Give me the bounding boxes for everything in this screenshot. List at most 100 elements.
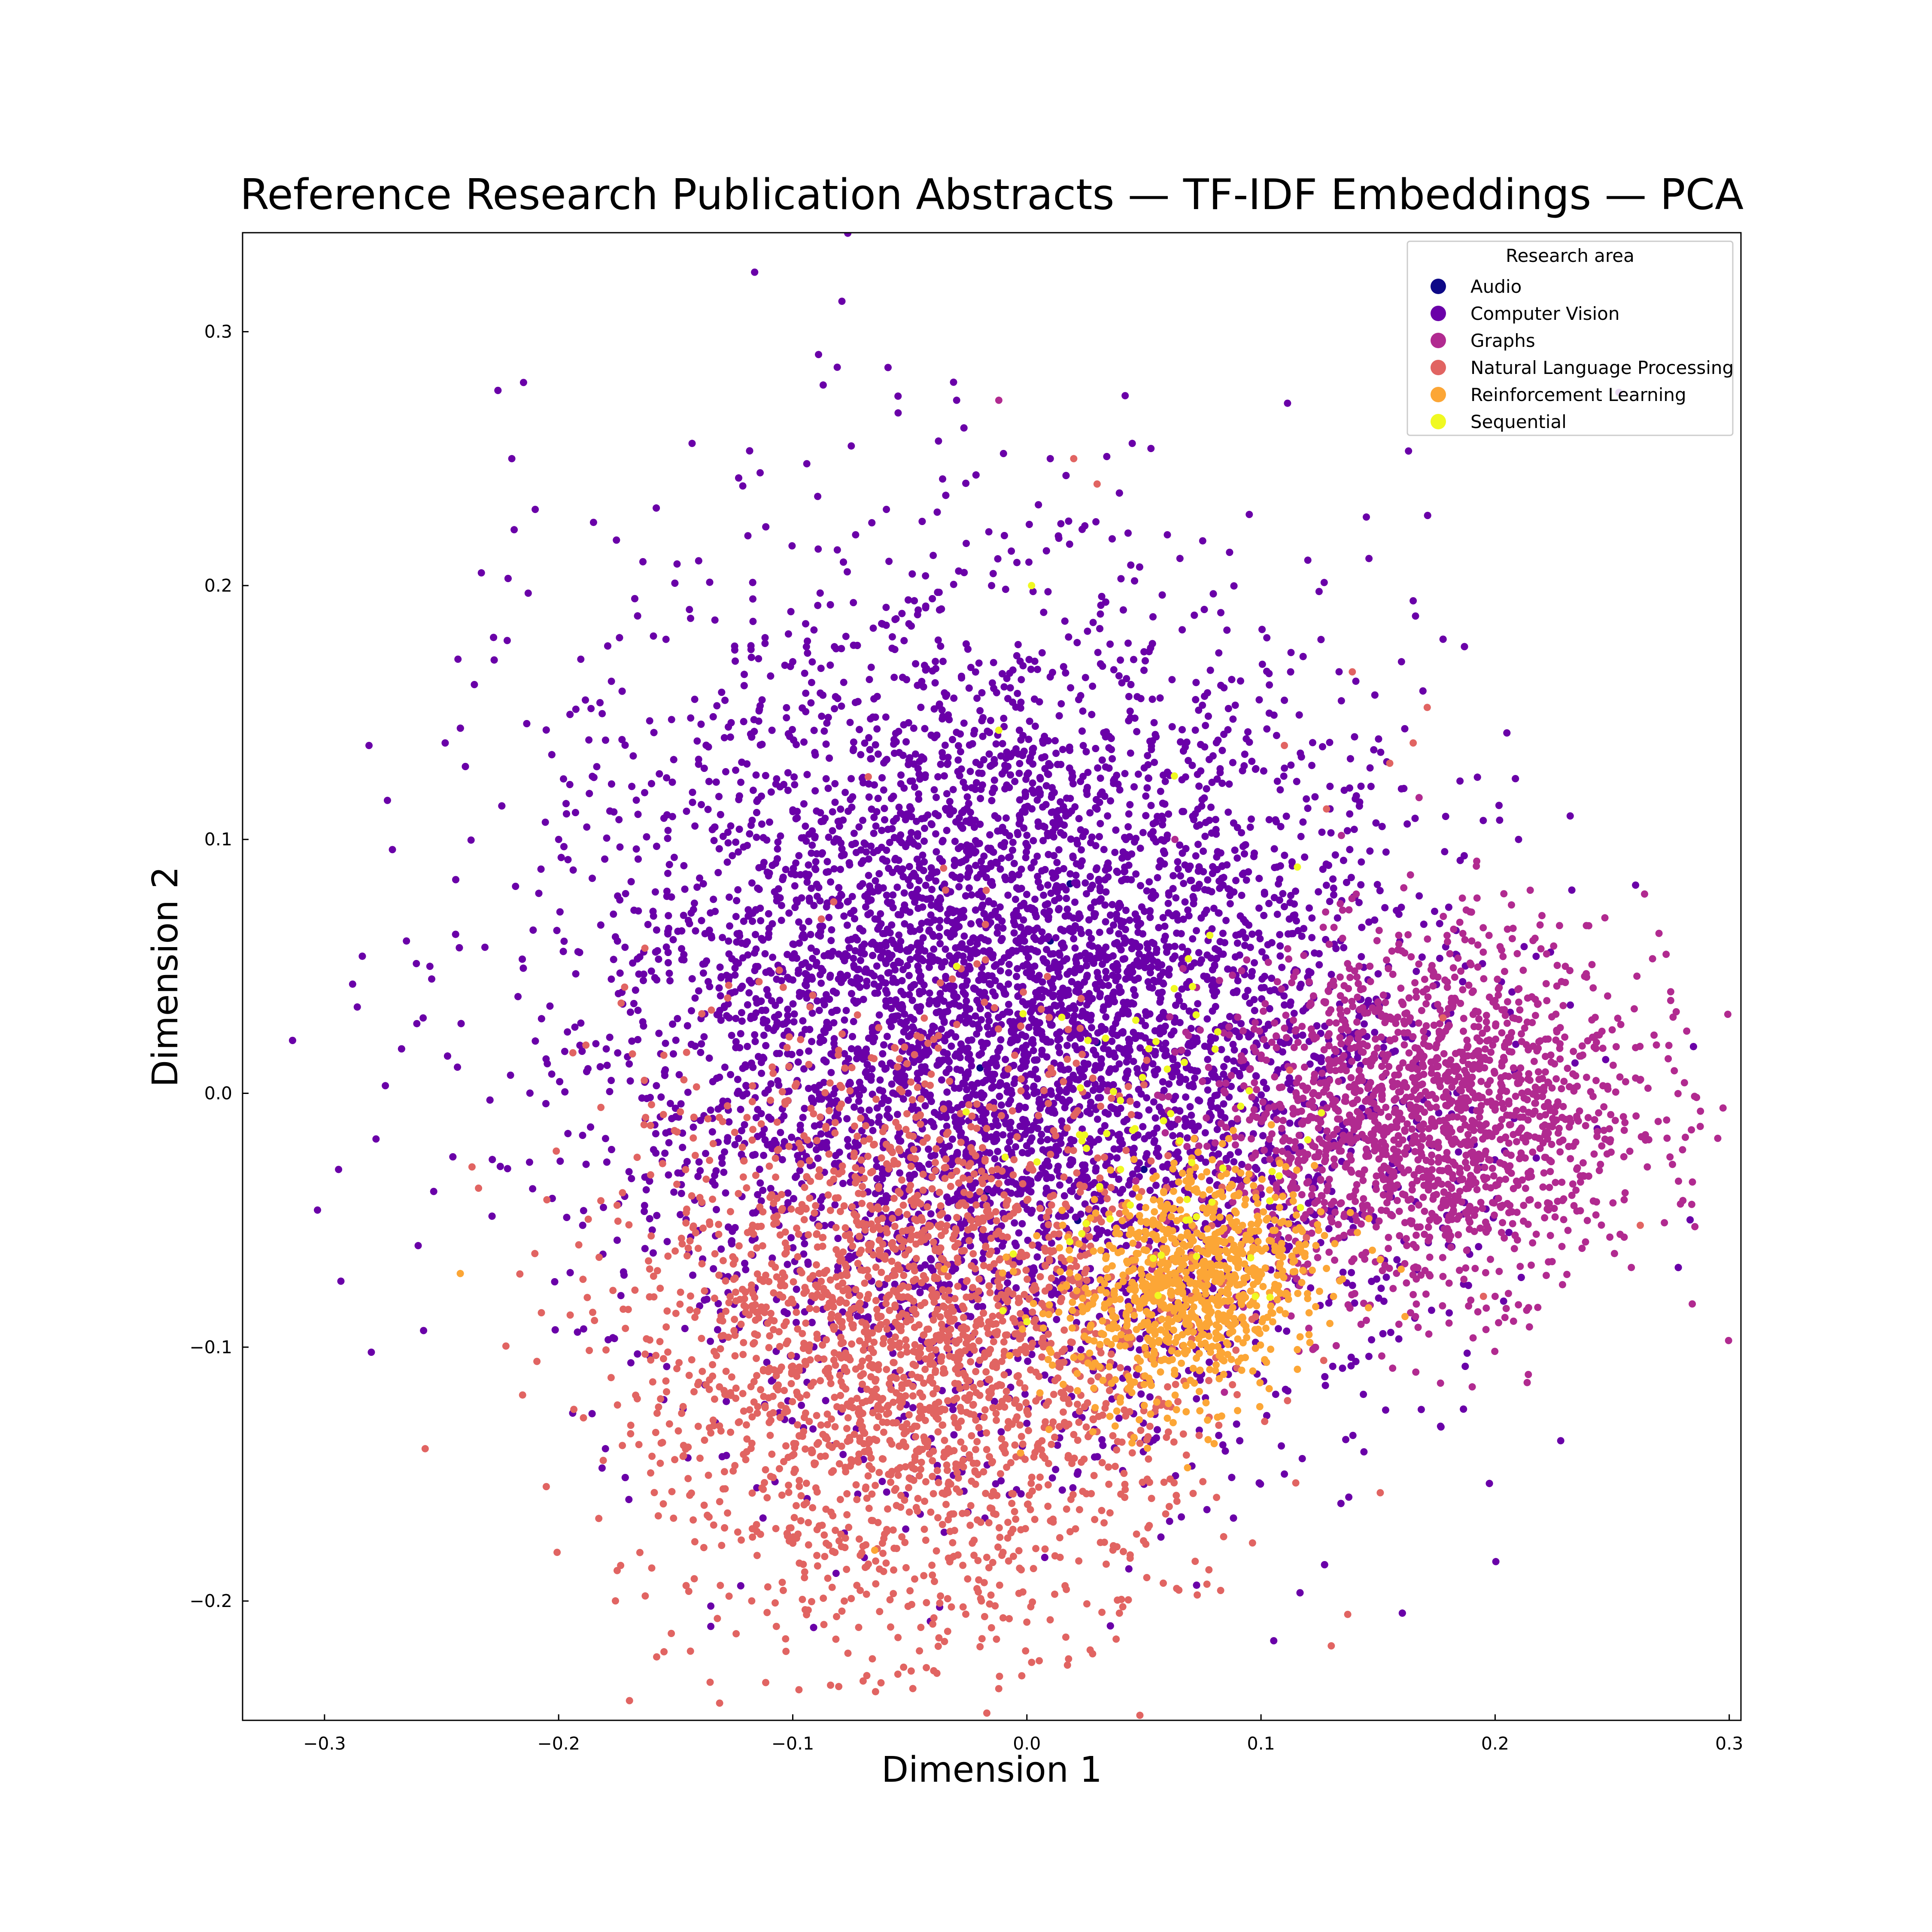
point-computer-vision	[773, 775, 781, 783]
point-computer-vision	[1273, 732, 1280, 739]
point-computer-vision	[626, 1060, 633, 1068]
point-computer-vision	[1189, 935, 1197, 943]
point-computer-vision	[1044, 1136, 1051, 1143]
point-computer-vision	[699, 969, 707, 977]
point-computer-vision	[1125, 1181, 1133, 1189]
point-computer-vision	[972, 786, 979, 793]
point-computer-vision	[1361, 1020, 1368, 1028]
point-computer-vision	[1143, 1094, 1151, 1102]
point-computer-vision	[1193, 1395, 1200, 1403]
point-computer-vision	[1220, 684, 1228, 692]
point-computer-vision	[1066, 1344, 1074, 1352]
point-computer-vision	[560, 937, 568, 945]
point-computer-vision	[1148, 939, 1156, 946]
point-computer-vision	[860, 839, 868, 847]
point-computer-vision	[734, 886, 742, 893]
point-computer-vision	[1016, 760, 1024, 767]
point-computer-vision	[1060, 1192, 1068, 1200]
point-computer-vision	[866, 1106, 873, 1114]
point-computer-vision	[690, 899, 698, 907]
point-computer-vision	[827, 937, 835, 945]
point-computer-vision	[1180, 880, 1188, 887]
point-computer-vision	[1358, 953, 1365, 960]
point-computer-vision	[1078, 846, 1085, 854]
point-computer-vision	[1238, 1160, 1245, 1168]
point-computer-vision	[1110, 666, 1118, 674]
point-computer-vision	[837, 866, 844, 873]
point-computer-vision	[1346, 810, 1354, 818]
point-computer-vision	[814, 545, 822, 553]
point-computer-vision	[507, 1071, 514, 1079]
point-computer-vision	[1111, 848, 1119, 856]
point-computer-vision	[791, 882, 799, 890]
point-computer-vision	[1136, 844, 1144, 852]
point-computer-vision	[602, 1045, 610, 1053]
point-computer-vision	[867, 663, 875, 671]
point-computer-vision	[832, 989, 840, 997]
point-computer-vision	[383, 796, 391, 804]
point-computer-vision	[1094, 1115, 1101, 1123]
point-computer-vision	[855, 823, 863, 831]
point-computer-vision	[1127, 749, 1134, 757]
point-computer-vision	[915, 790, 923, 798]
point-computer-vision	[1184, 1134, 1191, 1142]
point-computer-vision	[1557, 1437, 1564, 1445]
point-computer-vision	[724, 839, 732, 847]
point-computer-vision	[1109, 901, 1116, 908]
point-computer-vision	[1263, 634, 1271, 641]
point-computer-vision	[710, 837, 718, 844]
point-computer-vision	[1201, 1129, 1209, 1136]
point-computer-vision	[1083, 890, 1090, 898]
point-computer-vision	[1100, 846, 1108, 854]
point-computer-vision	[778, 1156, 786, 1163]
point-computer-vision	[541, 818, 549, 826]
point-computer-vision	[663, 1363, 671, 1370]
point-computer-vision	[1051, 737, 1059, 744]
point-computer-vision	[718, 1160, 726, 1167]
point-computer-vision	[968, 1036, 975, 1044]
point-computer-vision	[848, 1045, 855, 1053]
point-computer-vision	[690, 906, 697, 913]
point-computer-vision	[1025, 521, 1033, 528]
point-computer-vision	[1072, 960, 1080, 967]
point-computer-vision	[1047, 890, 1055, 897]
point-computer-vision	[814, 492, 822, 500]
point-computer-vision	[745, 989, 753, 996]
point-computer-vision	[579, 1132, 586, 1139]
point-computer-vision	[670, 854, 678, 861]
point-computer-vision	[1206, 1177, 1213, 1185]
point-computer-vision	[778, 902, 785, 909]
point-computer-vision	[632, 796, 640, 804]
point-computer-vision	[642, 1186, 650, 1194]
point-computer-vision	[1014, 965, 1021, 972]
point-computer-vision	[888, 1080, 896, 1088]
point-computer-vision	[783, 714, 790, 722]
point-computer-vision	[1602, 1056, 1610, 1063]
point-computer-vision	[911, 750, 919, 758]
point-computer-vision	[873, 725, 881, 733]
point-computer-vision	[1021, 1390, 1029, 1398]
point-computer-vision	[841, 789, 849, 796]
point-computer-vision	[1284, 399, 1291, 407]
point-computer-vision	[691, 994, 699, 1002]
point-computer-vision	[753, 833, 760, 841]
point-computer-vision	[1178, 776, 1186, 784]
point-computer-vision	[680, 862, 688, 869]
point-computer-vision	[687, 714, 695, 722]
point-computer-vision	[1395, 1335, 1403, 1343]
point-computer-vision	[935, 437, 942, 445]
point-computer-vision	[777, 832, 784, 840]
point-computer-vision	[1133, 728, 1141, 735]
point-computer-vision	[1133, 693, 1141, 701]
point-computer-vision	[830, 1039, 838, 1047]
point-computer-vision	[1416, 892, 1423, 900]
point-computer-vision	[994, 1148, 1002, 1155]
point-audio	[976, 1064, 984, 1072]
point-computer-vision	[722, 1189, 729, 1197]
point-computer-vision	[850, 954, 857, 962]
point-computer-vision	[1350, 826, 1358, 833]
point-computer-vision	[1056, 1049, 1063, 1057]
point-computer-vision	[1276, 875, 1284, 883]
point-computer-vision	[1089, 682, 1097, 690]
point-computer-vision	[1121, 392, 1129, 400]
